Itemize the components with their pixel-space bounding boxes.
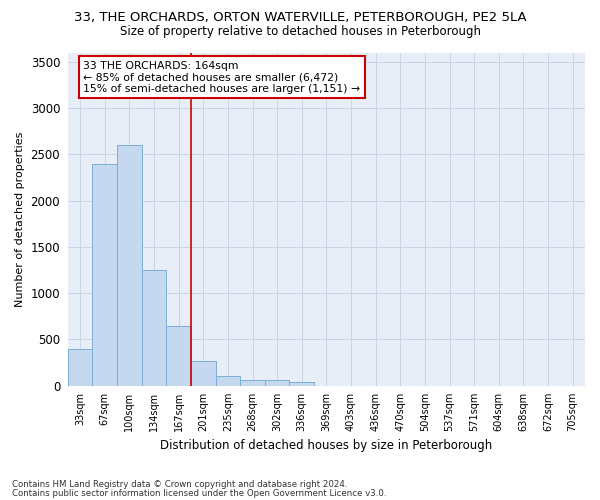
Bar — [289, 382, 314, 386]
Bar — [142, 270, 166, 386]
Bar — [215, 376, 240, 386]
Bar — [68, 350, 92, 386]
Text: Contains HM Land Registry data © Crown copyright and database right 2024.: Contains HM Land Registry data © Crown c… — [12, 480, 347, 489]
Bar — [191, 362, 215, 386]
Text: Contains public sector information licensed under the Open Government Licence v3: Contains public sector information licen… — [12, 489, 386, 498]
Bar — [166, 326, 191, 386]
Bar — [92, 164, 117, 386]
Y-axis label: Number of detached properties: Number of detached properties — [15, 132, 25, 306]
X-axis label: Distribution of detached houses by size in Peterborough: Distribution of detached houses by size … — [160, 440, 493, 452]
Text: Size of property relative to detached houses in Peterborough: Size of property relative to detached ho… — [119, 25, 481, 38]
Text: 33, THE ORCHARDS, ORTON WATERVILLE, PETERBOROUGH, PE2 5LA: 33, THE ORCHARDS, ORTON WATERVILLE, PETE… — [74, 11, 526, 24]
Bar — [117, 145, 142, 386]
Bar — [265, 380, 289, 386]
Bar — [240, 380, 265, 386]
Text: 33 THE ORCHARDS: 164sqm
← 85% of detached houses are smaller (6,472)
15% of semi: 33 THE ORCHARDS: 164sqm ← 85% of detache… — [83, 61, 361, 94]
